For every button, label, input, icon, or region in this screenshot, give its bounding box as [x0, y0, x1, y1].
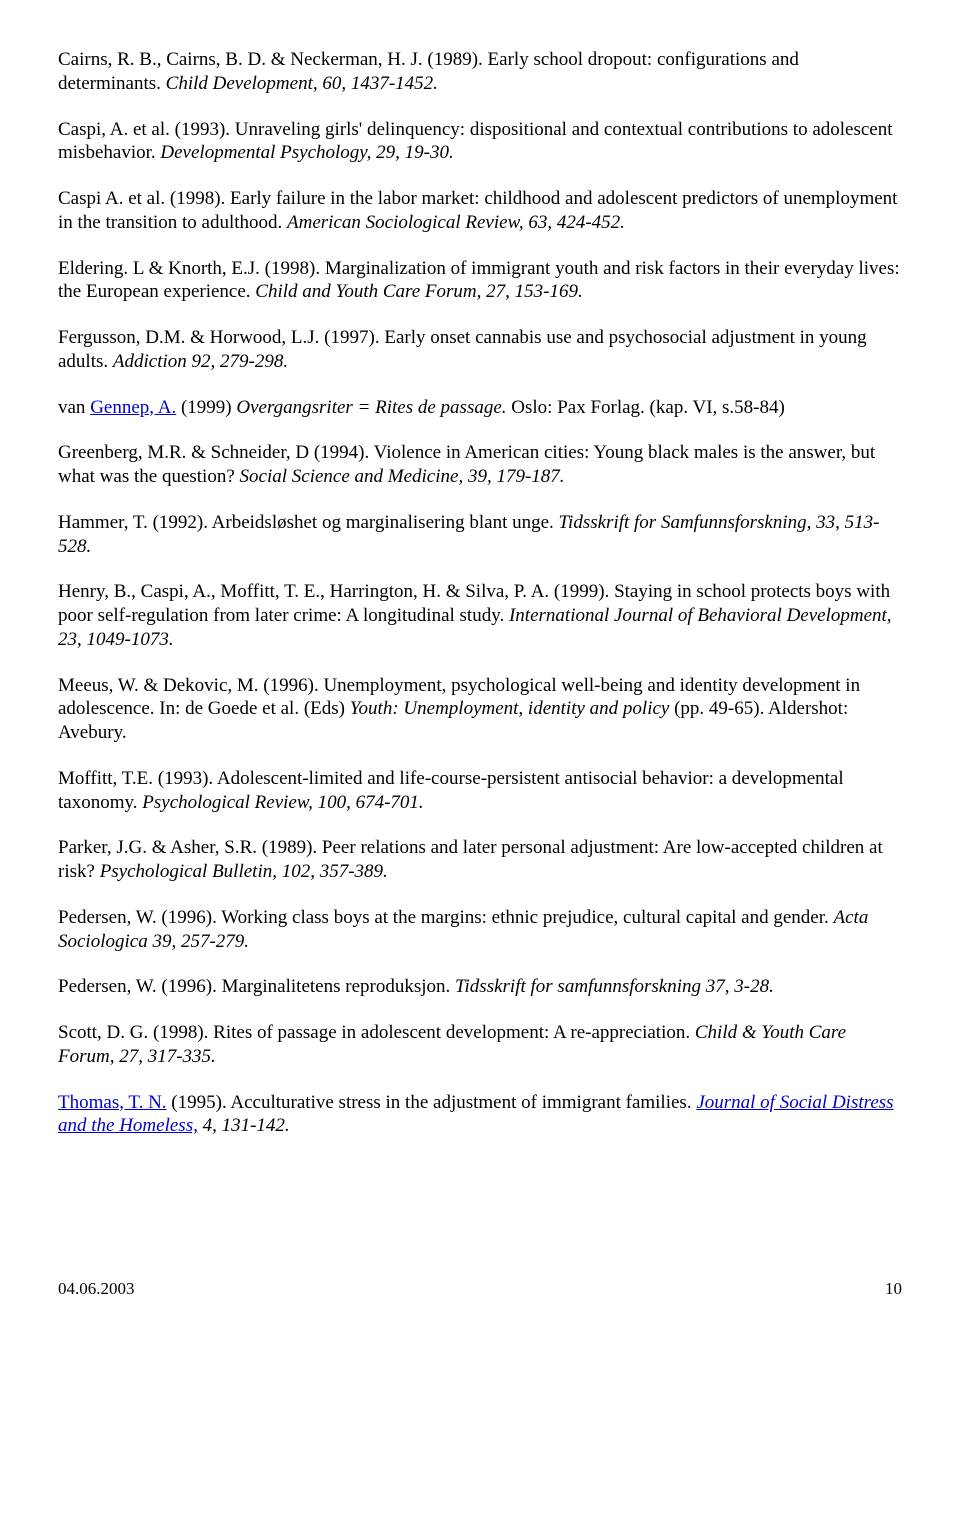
ref-source: Youth: Unemployment, identity and policy	[350, 698, 670, 719]
reference-entry: Caspi A. et al. (1998). Early failure in…	[58, 187, 902, 235]
ref-source: Child Development, 60, 1437-1452.	[166, 73, 438, 94]
ref-source: Social Science and Medicine, 39, 179-187…	[240, 466, 565, 487]
ref-source: Psychological Bulletin, 102, 357-389.	[100, 861, 388, 882]
ref-source: Tidsskrift for samfunnsforskning 37, 3-2…	[455, 976, 774, 997]
ref-source: Overgangsriter = Rites de passage.	[236, 397, 506, 418]
footer-date: 04.06.2003	[58, 1278, 135, 1299]
reference-entry: Pedersen, W. (1996). Working class boys …	[58, 906, 902, 954]
author-link[interactable]: Thomas, T. N.	[58, 1092, 167, 1113]
reference-entry: Moffitt, T.E. (1993). Adolescent-limited…	[58, 767, 902, 815]
ref-source: 4, 131-142.	[198, 1115, 290, 1136]
ref-source: Developmental Psychology, 29, 19-30.	[160, 142, 453, 163]
reference-entry: Thomas, T. N. (1995). Acculturative stre…	[58, 1091, 902, 1139]
reference-entry: Cairns, R. B., Cairns, B. D. & Neckerman…	[58, 48, 902, 96]
reference-entry: Parker, J.G. & Asher, S.R. (1989). Peer …	[58, 836, 902, 884]
ref-text: Scott, D. G. (1998). Rites of passage in…	[58, 1022, 695, 1043]
ref-text: van	[58, 397, 90, 418]
page-footer: 04.06.2003 10	[58, 1278, 902, 1299]
reference-entry: Eldering. L & Knorth, E.J. (1998). Margi…	[58, 257, 902, 305]
author-link[interactable]: Gennep, A.	[90, 397, 176, 418]
ref-source: American Sociological Review, 63, 424-45…	[287, 212, 625, 233]
ref-text: Oslo: Pax Forlag. (kap. VI, s.58-84)	[507, 397, 785, 418]
reference-entry: van Gennep, A. (1999) Overgangsriter = R…	[58, 396, 902, 420]
ref-source: Psychological Review, 100, 674-701.	[142, 792, 423, 813]
reference-entry: Scott, D. G. (1998). Rites of passage in…	[58, 1021, 902, 1069]
reference-entry: Pedersen, W. (1996). Marginalitetens rep…	[58, 975, 902, 999]
reference-entry: Greenberg, M.R. & Schneider, D (1994). V…	[58, 441, 902, 489]
reference-entry: Henry, B., Caspi, A., Moffitt, T. E., Ha…	[58, 580, 902, 651]
reference-entry: Caspi, A. et al. (1993). Unraveling girl…	[58, 118, 902, 166]
ref-text: Pedersen, W. (1996). Working class boys …	[58, 907, 834, 928]
ref-source: Child and Youth Care Forum, 27, 153-169.	[255, 281, 582, 302]
reference-entry: Meeus, W. & Dekovic, M. (1996). Unemploy…	[58, 674, 902, 745]
reference-entry: Fergusson, D.M. & Horwood, L.J. (1997). …	[58, 326, 902, 374]
ref-text: (1999)	[176, 397, 236, 418]
reference-entry: Hammer, T. (1992). Arbeidsløshet og marg…	[58, 511, 902, 559]
ref-text: Pedersen, W. (1996). Marginalitetens rep…	[58, 976, 455, 997]
footer-page-number: 10	[885, 1278, 902, 1299]
ref-source: Addiction 92, 279-298.	[113, 351, 288, 372]
ref-text: Hammer, T. (1992). Arbeidsløshet og marg…	[58, 512, 559, 533]
ref-text: (1995). Acculturative stress in the adju…	[167, 1092, 697, 1113]
